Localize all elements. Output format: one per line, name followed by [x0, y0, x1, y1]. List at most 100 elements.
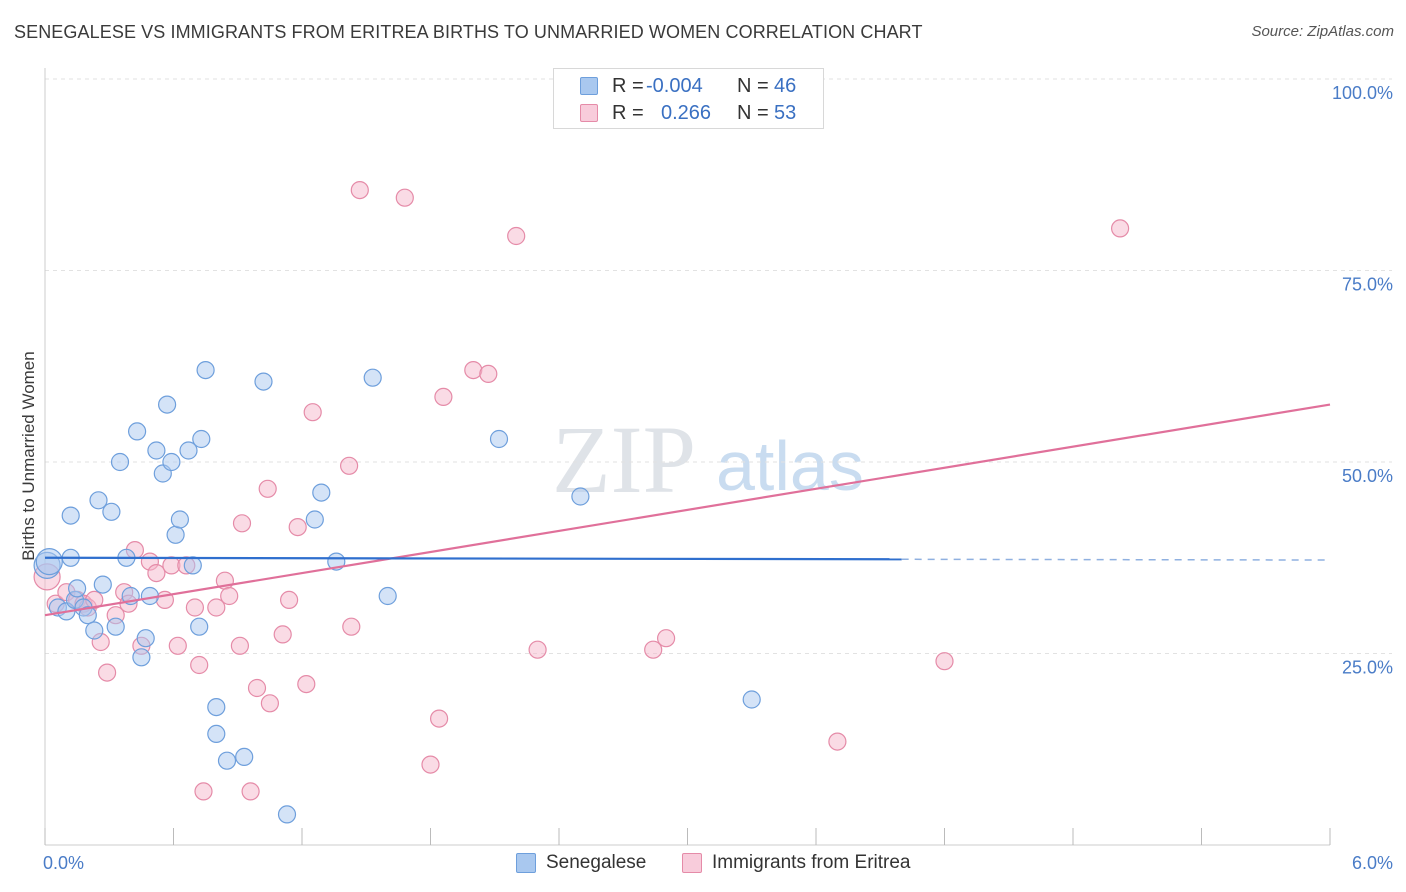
- senegalese-points: [33, 361, 761, 824]
- senegalese-point: [235, 747, 254, 767]
- senegalese-point: [136, 629, 155, 648]
- r-value: -0.004: [646, 75, 703, 97]
- y-tick-label: 50.0%: [1342, 466, 1393, 486]
- y-axis-title: Births to Unmarried Women: [19, 351, 38, 560]
- eritrea-point: [507, 226, 526, 246]
- senegalese-point: [35, 547, 63, 576]
- senegalese-point: [571, 487, 590, 506]
- eritrea-point: [232, 514, 252, 533]
- eritrea-trend-line: [44, 403, 1331, 617]
- senegalese-point: [217, 751, 237, 770]
- n-value: 53: [774, 102, 797, 124]
- x-tick-label: 0.0%: [43, 853, 84, 873]
- eritrea-point: [230, 636, 249, 655]
- senegalese-point: [93, 575, 112, 594]
- eritrea-point: [273, 625, 292, 644]
- senegalese-point: [254, 372, 273, 391]
- chart-title: SENEGALESE VS IMMIGRANTS FROM ERITREA BI…: [14, 22, 923, 42]
- stats-box: R = -0.004 N = 46 R = 0.266 N = 53: [553, 68, 824, 129]
- eritrea-point: [280, 590, 299, 610]
- senegalese-point: [110, 452, 130, 472]
- stats-swatch-senegalese: [580, 77, 598, 95]
- r-value: 0.266: [661, 102, 712, 124]
- gridlines: [45, 78, 1392, 654]
- eritrea-point: [97, 663, 117, 682]
- stats-swatch-eritrea: [580, 104, 598, 122]
- axes: [44, 68, 1331, 846]
- eritrea-point: [528, 640, 547, 659]
- eritrea-point: [260, 694, 279, 713]
- senegalese-point: [106, 617, 125, 636]
- senegalese-point: [132, 648, 151, 667]
- senegalese-point: [179, 441, 198, 460]
- chart-source: Source: ZipAtlas.com: [1251, 23, 1394, 40]
- senegalese-point: [207, 697, 226, 717]
- senegalese-point: [305, 510, 324, 529]
- senegalese-point: [147, 441, 166, 460]
- eritrea-point: [207, 598, 226, 617]
- senegalese-point: [190, 617, 209, 636]
- eritrea-point: [190, 655, 209, 675]
- eritrea-point: [395, 188, 414, 207]
- y-tick-label: 75.0%: [1342, 275, 1393, 295]
- stats-row-eritrea: R = 0.266 N = 53: [554, 100, 823, 127]
- senegalese-point: [742, 690, 761, 709]
- senegalese-point: [102, 502, 121, 521]
- senegalese-point: [378, 586, 397, 606]
- senegalese-point: [78, 606, 97, 625]
- eritrea-point: [935, 652, 954, 671]
- eritrea-point: [1110, 219, 1130, 238]
- senegalese-point: [183, 556, 202, 575]
- eritrea-point: [644, 640, 663, 659]
- eritrea-point: [258, 479, 277, 498]
- eritrea-point: [147, 563, 166, 583]
- senegalese-trend-line: [44, 556, 902, 561]
- x-tick-label: 6.0%: [1352, 853, 1393, 873]
- senegalese-point: [85, 621, 104, 640]
- eritrea-point: [464, 361, 483, 380]
- eritrea-point: [168, 636, 187, 655]
- senegalese-point: [128, 422, 147, 441]
- senegalese-point: [158, 395, 177, 414]
- legend: Senegalese Immigrants from Eritrea: [0, 850, 1406, 880]
- senegalese-point: [162, 452, 181, 472]
- y-tick-label: 100.0%: [1332, 83, 1393, 103]
- eritrea-point: [297, 674, 316, 694]
- eritrea-point: [241, 782, 260, 801]
- senegalese-point: [277, 805, 297, 824]
- eritrea-point: [342, 617, 361, 636]
- legend-label: Immigrants from Eritrea: [712, 852, 911, 873]
- trend-lines: [44, 403, 1331, 617]
- senegalese-point: [196, 361, 215, 380]
- eritrea-point: [220, 586, 239, 606]
- eritrea-point: [479, 364, 498, 383]
- eritrea-point: [434, 387, 453, 406]
- eritrea-point: [340, 456, 359, 475]
- senegalese-point: [192, 429, 211, 449]
- eritrea-point: [430, 709, 449, 728]
- eritrea-point: [303, 403, 322, 422]
- senegalese-point: [489, 429, 509, 449]
- senegalese-point: [363, 368, 382, 387]
- eritrea-point: [194, 782, 213, 801]
- eritrea-point: [247, 678, 267, 698]
- senegalese-point: [207, 724, 226, 744]
- eritrea-point: [828, 732, 847, 751]
- r-label: R =: [612, 102, 644, 124]
- eritrea-point: [350, 181, 369, 200]
- tick-labels: 25.0% 50.0% 75.0% 100.0% 0.0% 6.0%: [43, 83, 1393, 873]
- senegalese-point: [61, 506, 80, 525]
- n-label: N =: [737, 102, 769, 124]
- y-tick-label: 25.0%: [1342, 658, 1393, 678]
- eritrea-point: [288, 517, 307, 537]
- eritrea-point: [421, 755, 440, 774]
- legend-swatch-eritrea: [682, 853, 702, 873]
- legend-swatch-senegalese: [516, 853, 536, 873]
- senegalese-point: [89, 491, 108, 510]
- r-label: R =: [612, 75, 644, 97]
- n-label: N =: [737, 75, 769, 97]
- eritrea-point: [656, 629, 676, 648]
- eritrea-point: [185, 598, 204, 617]
- senegalese-point: [312, 483, 331, 502]
